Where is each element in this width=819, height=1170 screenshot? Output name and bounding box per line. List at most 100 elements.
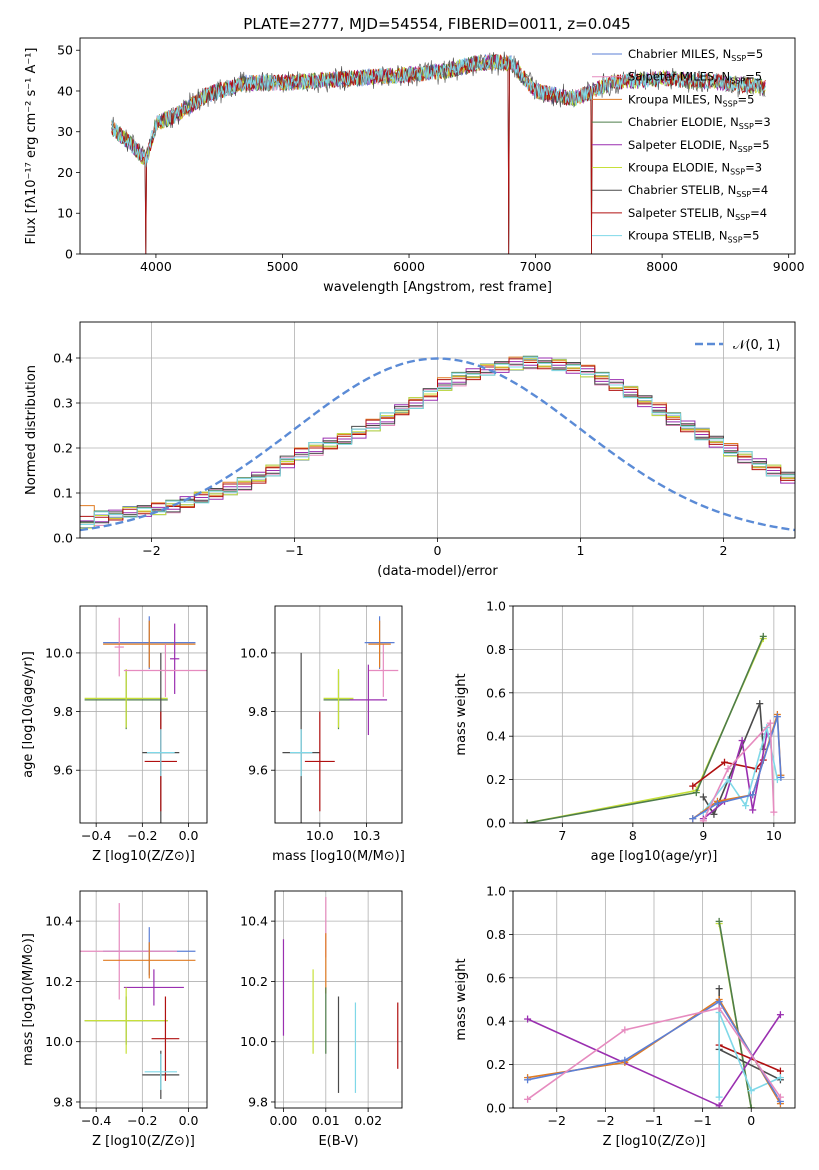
legend-suffix: =4 bbox=[750, 206, 767, 220]
y-tick-label: 0.4 bbox=[486, 1014, 506, 1029]
x-axis-label: mass [log10(M/M⊙)] bbox=[272, 849, 405, 864]
x-tick-label: 1 bbox=[577, 543, 585, 558]
legend-sub: SSP bbox=[730, 168, 745, 177]
plot-area bbox=[84, 616, 207, 823]
x-tick-label: −1 bbox=[285, 543, 303, 558]
x-tick-label: 10 bbox=[766, 828, 782, 843]
legend-suffix: =5 bbox=[738, 92, 755, 106]
x-tick-label: −0.2 bbox=[127, 828, 157, 843]
panel-spectrum: 4000 5000 6000 7000 8000 9000 0 10 20 30 40 50 wavel… bbox=[24, 37, 805, 295]
spectrum-line-8 bbox=[111, 54, 766, 168]
legend-label-8: Kroupa STELIB, NSSP=5 bbox=[628, 229, 759, 245]
y-tick-label: 9.8 bbox=[53, 704, 73, 719]
legend-suffix: =4 bbox=[751, 183, 768, 197]
legend-label-7: Salpeter STELIB, NSSP=4 bbox=[628, 206, 767, 222]
y-tick-label: 1.0 bbox=[486, 884, 506, 899]
legend-sub: SSP bbox=[731, 54, 746, 63]
panel-mass-weight-vs-Z: −2 −2 −1 −1 0 0.0 0.2 0.4 0.6 0.8 1.0 Z [log10(Z/Z⊙… bbox=[454, 884, 796, 1149]
x-tick-label: −0.4 bbox=[81, 828, 111, 843]
y-tick-label: 0.4 bbox=[486, 729, 506, 744]
x-tick-label: 7 bbox=[558, 828, 566, 843]
x-tick-label: 4000 bbox=[140, 259, 172, 274]
histogram-step-8 bbox=[80, 356, 795, 525]
spectrum-legend: Chabrier MILES, NSSP=5 Salpeter MILES, NS… bbox=[592, 47, 771, 245]
panel-mass-weight-vs-age: 7 8 9 10 0.0 0.2 0.4 0.6 0.8 1.0 age [log10(age/yr… bbox=[454, 599, 796, 864]
y-axis-label: Normed distribution bbox=[24, 365, 39, 495]
x-tick-label: 9 bbox=[699, 828, 707, 843]
x-tick-label: 2 bbox=[720, 543, 728, 558]
x-tick-label: 7000 bbox=[520, 259, 552, 274]
y-tick-label: 0 bbox=[65, 247, 73, 262]
legend-label-4: Salpeter ELODIE, NSSP=5 bbox=[628, 138, 770, 154]
y-tick-label: 10 bbox=[57, 206, 73, 221]
figure-title: PLATE=2777, MJD=54554, FIBERID=0011, z=0… bbox=[243, 15, 630, 33]
y-tick-label: 10.0 bbox=[45, 645, 73, 660]
panel-residuals: −2 −1 0 1 2 0.0 0.1 0.2 0.3 0.4 (data-model)/error… bbox=[24, 321, 796, 579]
spectrum-line-7 bbox=[111, 53, 766, 254]
y-tick-label: 50 bbox=[57, 43, 73, 58]
plot-area bbox=[524, 917, 784, 1108]
y-tick-label: 0.0 bbox=[486, 1101, 506, 1116]
x-axis-label: Z [log10(Z/Z⊙)] bbox=[92, 849, 195, 864]
axes-frame bbox=[79, 605, 208, 824]
x-tick-label: −0.4 bbox=[81, 1113, 111, 1128]
x-tick-label: 9000 bbox=[773, 259, 805, 274]
y-tick-label: 0.8 bbox=[486, 642, 506, 657]
y-tick-label: 0.6 bbox=[486, 970, 506, 985]
x-tick-label: 0.01 bbox=[312, 1113, 340, 1128]
y-tick-label: 10.2 bbox=[45, 974, 73, 989]
x-tick-label: 0.0 bbox=[179, 1113, 199, 1128]
y-tick-label: 9.6 bbox=[248, 763, 268, 778]
legend-sub: SSP bbox=[723, 99, 738, 108]
axes-frame bbox=[79, 37, 796, 255]
x-tick-label: 0.00 bbox=[270, 1113, 298, 1128]
plot-area bbox=[282, 616, 399, 823]
y-tick-label: 0.0 bbox=[53, 531, 73, 546]
y-axis-label: mass weight bbox=[454, 673, 469, 755]
x-tick-label: 8000 bbox=[646, 259, 678, 274]
x-tick-label: −1 bbox=[693, 1113, 711, 1128]
legend-label-5: Kroupa ELODIE, NSSP=3 bbox=[628, 161, 762, 177]
y-tick-label: 9.8 bbox=[53, 1094, 73, 1109]
plot-area bbox=[80, 355, 795, 532]
y-tick-label: 10.0 bbox=[45, 1034, 73, 1049]
legend-suffix: =3 bbox=[754, 115, 771, 129]
y-tick-label: 30 bbox=[57, 124, 73, 139]
x-tick-label: 0.0 bbox=[179, 828, 199, 843]
weight-line-5 bbox=[718, 1012, 781, 1098]
legend-label-3: Chabrier ELODIE, NSSP=3 bbox=[628, 115, 771, 131]
y-tick-label: 10.0 bbox=[240, 1034, 268, 1049]
y-tick-label: 0.0 bbox=[486, 816, 506, 831]
y-tick-label: 40 bbox=[57, 83, 73, 98]
x-axis-label: Z [log10(Z/Z⊙)] bbox=[92, 1134, 195, 1149]
x-tick-label: 10.3 bbox=[353, 828, 381, 843]
x-tick-label: 10.0 bbox=[306, 828, 334, 843]
x-tick-label: −1 bbox=[645, 1113, 663, 1128]
x-axis-label: Z [log10(Z/Z⊙)] bbox=[603, 1134, 706, 1149]
legend-normal-label: 𝒩(0, 1) bbox=[733, 338, 780, 353]
y-tick-label: 0.8 bbox=[486, 927, 506, 942]
x-tick-label: 0 bbox=[747, 1113, 755, 1128]
x-tick-label: 0.02 bbox=[354, 1113, 382, 1128]
legend-label-6: Chabrier STELIB, NSSP=4 bbox=[628, 183, 768, 199]
axes-frame bbox=[274, 890, 403, 1109]
legend-suffix: =5 bbox=[745, 70, 762, 84]
axes-frame bbox=[512, 605, 796, 824]
x-tick-label: 5000 bbox=[267, 259, 299, 274]
plot-area bbox=[282, 897, 399, 1093]
x-tick-label: 0 bbox=[434, 543, 442, 558]
legend-sub: SSP bbox=[736, 190, 751, 199]
weight-line-8 bbox=[702, 721, 775, 822]
panel-mass-vs-Z: −0.4 −0.2 0.0 9.8 10.0 10.2 10.4 Z [log10(Z/Z⊙)… bbox=[21, 890, 208, 1149]
y-tick-label: 10.4 bbox=[45, 914, 73, 929]
panels: 4000 5000 6000 7000 8000 900001020304050wavel… bbox=[21, 37, 805, 1149]
weight-line-3 bbox=[692, 759, 764, 787]
axes-frame bbox=[274, 605, 403, 824]
y-tick-label: 9.6 bbox=[53, 763, 73, 778]
x-tick-label: −2 bbox=[596, 1113, 614, 1128]
y-tick-label: 10.0 bbox=[240, 645, 268, 660]
x-axis-label: E(B-V) bbox=[318, 1134, 358, 1149]
y-tick-label: 10.4 bbox=[240, 914, 268, 929]
y-tick-label: 0.2 bbox=[486, 772, 506, 787]
